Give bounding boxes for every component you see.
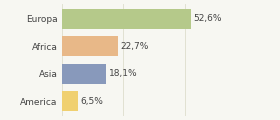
Text: 52,6%: 52,6% [194, 14, 222, 23]
Bar [62, 64, 106, 84]
Bar [62, 9, 191, 29]
Text: 6,5%: 6,5% [80, 97, 103, 106]
Bar [62, 91, 78, 111]
Bar [62, 36, 118, 56]
Text: 18,1%: 18,1% [109, 69, 137, 78]
Text: 22,7%: 22,7% [120, 42, 148, 51]
